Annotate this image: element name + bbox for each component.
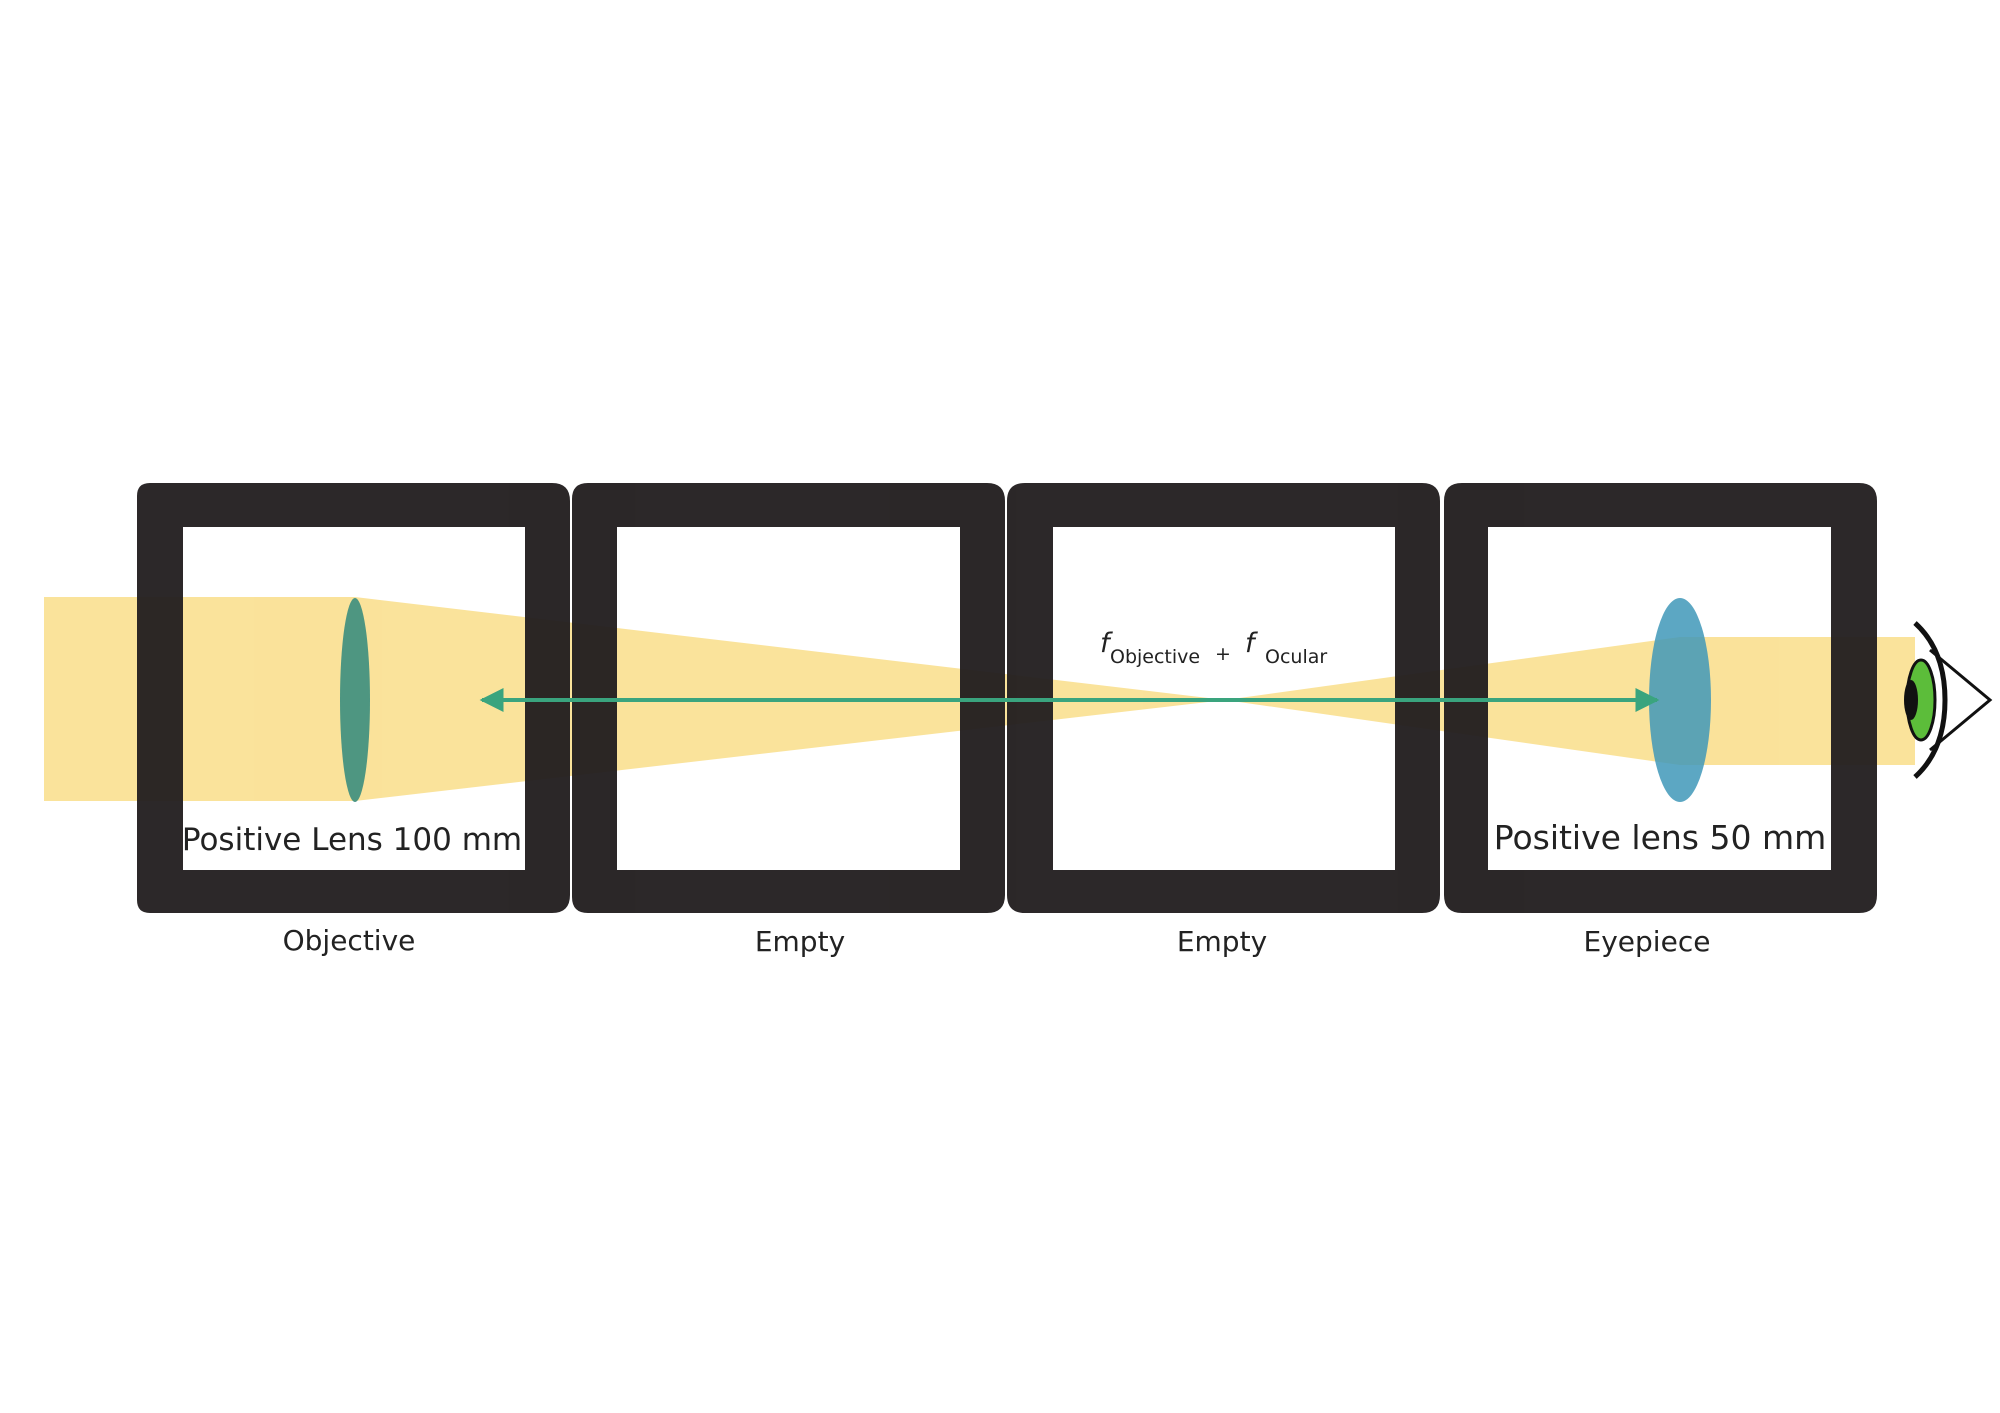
eye-icon [1904, 621, 1993, 779]
formula-f-ocular: f [1245, 628, 1258, 659]
lens-label-bg-objective [183, 818, 525, 870]
convex-lens-icon [1649, 598, 1711, 802]
focal-sum-formula: f Objective + f Ocular [1100, 628, 1327, 668]
cube-frame-empty-1 [572, 483, 1005, 913]
formula-plus: + [1215, 643, 1231, 665]
lens-label-objective: Positive Lens 100 mm [182, 822, 522, 858]
caption-empty-1: Empty [755, 925, 845, 958]
caption-eyepiece: Eyepiece [1584, 925, 1711, 958]
beam-incoming [44, 597, 355, 801]
cube-frame-empty-2 [1007, 483, 1440, 913]
lens-label-eyepiece: Positive lens 50 mm [1494, 818, 1827, 857]
cube-frame-objective [137, 483, 570, 913]
beam-outgoing [1680, 637, 1915, 765]
formula-sub-objective: Objective [1110, 646, 1200, 668]
lens-label-bg-eyepiece [1488, 812, 1831, 870]
cube-frame-eyepiece [1444, 483, 1877, 913]
convex-lens-icon [340, 598, 370, 802]
caption-objective: Objective [283, 924, 416, 957]
cube-frames [137, 483, 1877, 913]
formula-sub-ocular: Ocular [1265, 646, 1327, 668]
caption-empty-2: Empty [1177, 925, 1267, 958]
